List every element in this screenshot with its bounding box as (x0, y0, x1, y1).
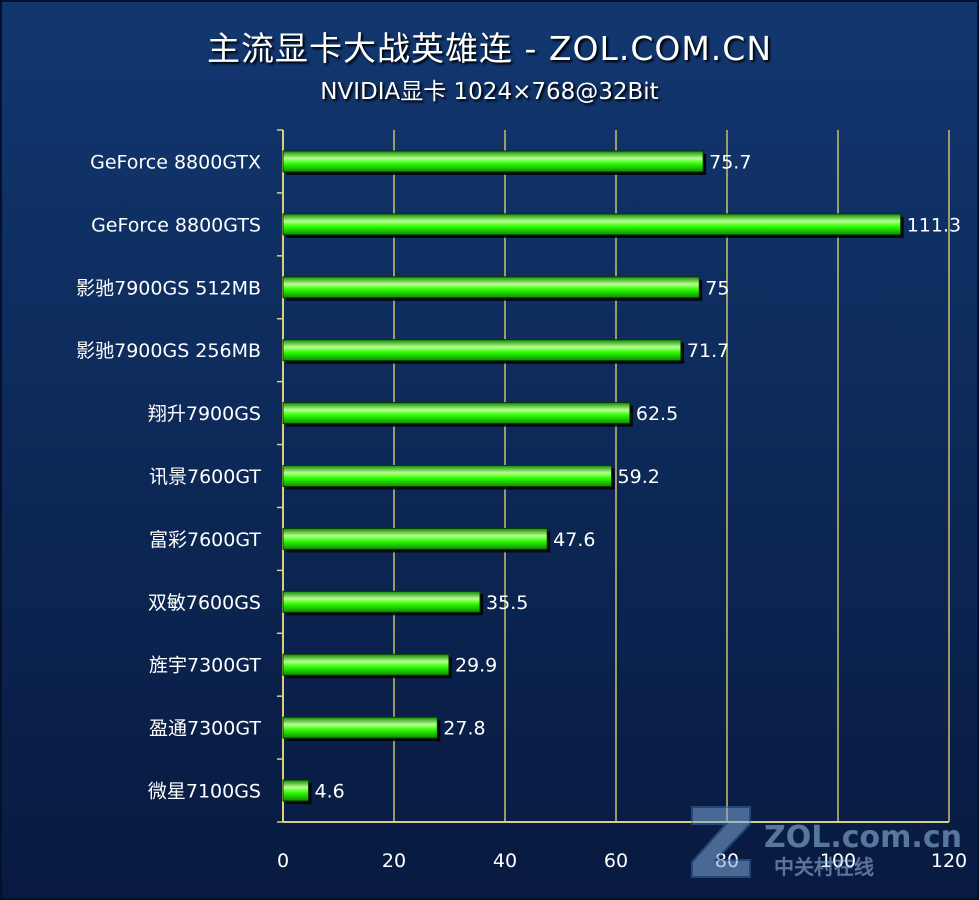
bar-value-label: 75 (705, 277, 729, 299)
bar-value-label: 71.7 (687, 340, 729, 362)
category-label: 讯景7600GT (149, 466, 261, 488)
bar-value-label: 35.5 (486, 592, 528, 614)
category-label: 影驰7900GS 512MB (76, 277, 261, 299)
bar-value-label: 4.6 (315, 781, 345, 803)
zol-watermark: ZOL.com.cn 中关村在线 (691, 806, 962, 879)
bar-value-label: 27.8 (443, 718, 485, 740)
zol-logo-icon (691, 806, 751, 878)
bar-value-label: 59.2 (618, 466, 660, 488)
bar-value-label: 75.7 (709, 151, 751, 173)
x-tick-label: 60 (604, 850, 628, 872)
x-tick-label: 120 (931, 850, 967, 872)
watermark-site-cn: 中关村在线 (774, 855, 874, 879)
bar-layer (282, 150, 904, 805)
chart-subtitle: NVIDIA显卡 1024×768@32Bit (320, 79, 659, 105)
bar-value-label: 111.3 (907, 214, 961, 236)
bar (282, 213, 902, 236)
bar (282, 779, 310, 802)
category-label: GeForce 8800GTX (90, 151, 261, 173)
bar-value-label: 62.5 (636, 403, 678, 425)
bar (282, 527, 548, 550)
category-label: GeForce 8800GTS (91, 214, 261, 236)
x-tick-label: 20 (382, 850, 406, 872)
bar (282, 590, 481, 613)
bar (282, 653, 450, 676)
bar (282, 339, 682, 362)
bar-value-label: 47.6 (553, 529, 595, 551)
bar (282, 402, 631, 425)
bar (282, 150, 704, 173)
watermark-site: ZOL.com.cn (764, 820, 962, 855)
chart-title: 主流显卡大战英雄连 - ZOL.COM.CN (206, 29, 773, 68)
category-label: 盈通7300GT (149, 718, 261, 740)
category-label: 影驰7900GS 256MB (76, 340, 261, 362)
category-label: 翔升7900GS (148, 403, 261, 425)
bar-value-label: 29.9 (455, 655, 497, 677)
bar (282, 276, 700, 299)
category-label: 旌宇7300GT (149, 655, 261, 677)
bar (282, 716, 438, 739)
x-tick-label: 0 (277, 850, 289, 872)
category-label: 双敏7600GS (148, 592, 261, 614)
bar (282, 465, 613, 487)
x-tick-label: 40 (493, 850, 517, 872)
x-tick-label: 100 (820, 850, 856, 872)
category-label: 微星7100GS (148, 781, 261, 803)
category-label: 富彩7600GT (149, 529, 261, 551)
